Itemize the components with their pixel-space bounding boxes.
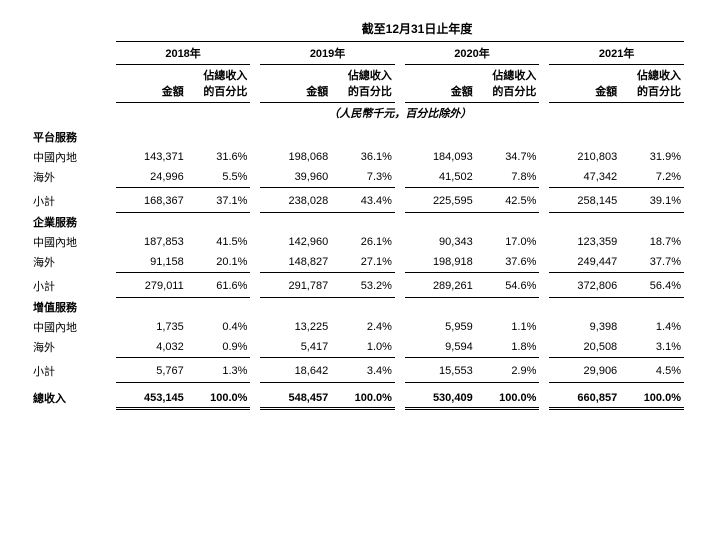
section-enterprise: 企業服務	[30, 212, 116, 232]
total-row: 總收入 453,145100.0% 548,457100.0% 530,4091…	[30, 382, 684, 408]
table-row: 中國內地 1,7350.4% 13,2252.4% 5,9591.1% 9,39…	[30, 317, 684, 337]
subtotal-row: 小計 279,01161.6% 291,78753.2% 289,26154.6…	[30, 272, 684, 297]
subtotal-row: 小計 168,36737.1% 238,02843.4% 225,59542.5…	[30, 187, 684, 212]
col-amount: 金額	[116, 65, 187, 103]
unit-note-row: （人民幣千元，百分比除外）	[30, 103, 684, 128]
col-percent: 佔總收入的百分比	[187, 65, 251, 103]
subtotal-row: 小計 5,7671.3% 18,6423.4% 15,5532.9% 29,90…	[30, 357, 684, 382]
table-row: 中國內地 187,85341.5% 142,96026.1% 90,34317.…	[30, 232, 684, 252]
column-header-row: 金額 佔總收入的百分比 金額 佔總收入的百分比 金額 佔總收入的百分比 金額 佔…	[30, 65, 684, 103]
table-row: 海外 4,0320.9% 5,4171.0% 9,5941.8% 20,5083…	[30, 337, 684, 357]
table-row: 海外 24,9965.5% 39,9607.3% 41,5027.8% 47,3…	[30, 167, 684, 187]
table-row: 海外 91,15820.1% 148,82727.1% 198,91837.6%…	[30, 252, 684, 272]
revenue-table: 2018年 2019年 2020年 2021年 金額 佔總收入的百分比 金額 佔…	[30, 41, 684, 410]
section-platform: 平台服務	[30, 127, 116, 147]
year-2020: 2020年	[405, 42, 540, 65]
year-2018: 2018年	[116, 42, 251, 65]
year-header-row: 2018年 2019年 2020年 2021年	[30, 42, 684, 65]
year-2019: 2019年	[260, 42, 395, 65]
year-2021: 2021年	[549, 42, 684, 65]
section-valueadded: 增值服務	[30, 297, 116, 317]
table-period-title: 截至12月31日止年度	[30, 20, 684, 37]
table-row: 中國內地 143,37131.6% 198,06836.1% 184,09334…	[30, 147, 684, 167]
